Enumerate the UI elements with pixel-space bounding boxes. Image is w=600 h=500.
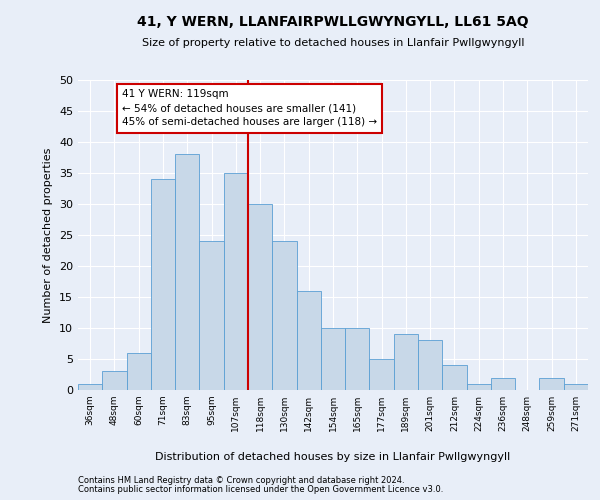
- Bar: [418, 340, 442, 390]
- Text: Contains HM Land Registry data © Crown copyright and database right 2024.: Contains HM Land Registry data © Crown c…: [78, 476, 404, 485]
- Bar: [539, 378, 564, 390]
- Bar: [370, 359, 394, 390]
- Bar: [175, 154, 199, 390]
- Bar: [78, 384, 102, 390]
- Bar: [248, 204, 272, 390]
- Bar: [102, 372, 127, 390]
- Bar: [394, 334, 418, 390]
- Bar: [442, 365, 467, 390]
- Bar: [127, 353, 151, 390]
- Bar: [224, 173, 248, 390]
- Bar: [491, 378, 515, 390]
- Bar: [564, 384, 588, 390]
- Bar: [199, 241, 224, 390]
- Text: 41, Y WERN, LLANFAIRPWLLGWYNGYLL, LL61 5AQ: 41, Y WERN, LLANFAIRPWLLGWYNGYLL, LL61 5…: [137, 15, 529, 29]
- Bar: [467, 384, 491, 390]
- Text: Size of property relative to detached houses in Llanfair Pwllgwyngyll: Size of property relative to detached ho…: [142, 38, 524, 48]
- Text: Contains public sector information licensed under the Open Government Licence v3: Contains public sector information licen…: [78, 485, 443, 494]
- Bar: [272, 241, 296, 390]
- Bar: [345, 328, 370, 390]
- Text: 41 Y WERN: 119sqm
← 54% of detached houses are smaller (141)
45% of semi-detache: 41 Y WERN: 119sqm ← 54% of detached hous…: [122, 90, 377, 128]
- Y-axis label: Number of detached properties: Number of detached properties: [43, 148, 53, 322]
- Bar: [321, 328, 345, 390]
- Bar: [296, 291, 321, 390]
- Text: Distribution of detached houses by size in Llanfair Pwllgwyngyll: Distribution of detached houses by size …: [155, 452, 511, 462]
- Bar: [151, 179, 175, 390]
